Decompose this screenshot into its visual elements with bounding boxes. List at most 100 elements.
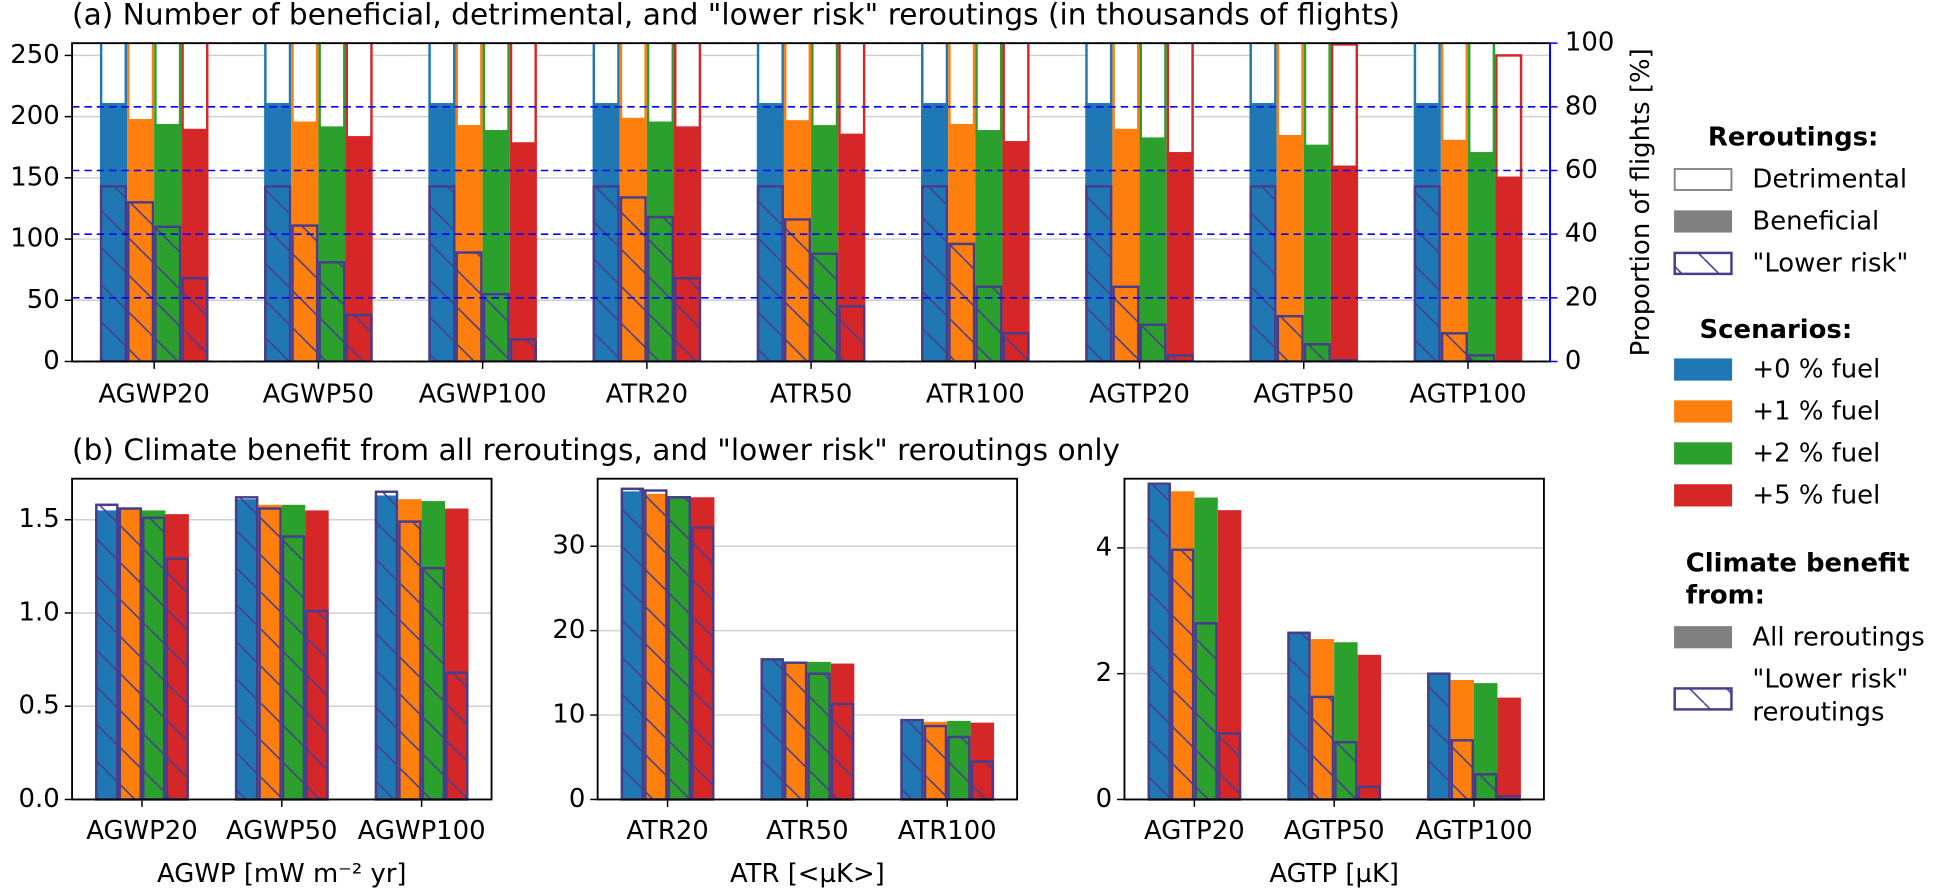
lower-risk-bar	[830, 702, 855, 801]
lower-risk-bar	[95, 503, 119, 801]
legend-patch	[1674, 442, 1733, 465]
legend-label: reroutings	[1752, 698, 1884, 728]
lower-risk-bar	[948, 242, 976, 362]
lower-risk-bar	[667, 496, 691, 801]
y2-tick-label: 80	[1565, 91, 1598, 121]
y-tick-label: 50	[27, 285, 60, 315]
lower-risk-bar	[428, 185, 456, 362]
x-tick-label: AGTP50	[1253, 379, 1354, 409]
beneficial-bar	[1002, 141, 1030, 362]
lower-risk-bar	[1303, 343, 1331, 362]
y-tick-label: 1.5	[19, 504, 60, 534]
lower-risk-bar	[756, 185, 784, 362]
lower-risk-bar	[1276, 314, 1304, 362]
legend-label: Beneficial	[1752, 207, 1879, 237]
x-axis-label: ATR [<µK>]	[730, 859, 885, 889]
y-tick-label: 250	[10, 40, 59, 70]
detrimental-bar	[673, 43, 702, 129]
legend-title: from:	[1686, 580, 1765, 610]
legend-title: Climate benefit	[1686, 548, 1910, 578]
detrimental-bar	[455, 43, 483, 128]
lower-risk-bar	[1147, 482, 1171, 801]
lower-risk-bar	[1287, 631, 1311, 801]
legend-title: Reroutings:	[1708, 123, 1878, 153]
legend-label: +1 % fuel	[1752, 397, 1880, 427]
lower-risk-bar	[318, 261, 346, 362]
lower-risk-bar	[1440, 332, 1468, 362]
benefit-bar	[1497, 697, 1521, 800]
legend-patch	[1674, 358, 1733, 381]
x-tick-label: ATR20	[606, 379, 688, 409]
lower-risk-bar	[811, 252, 839, 362]
lower-risk-bar	[760, 658, 784, 801]
axes-frame	[71, 477, 493, 801]
x-tick-label: AGWP20	[86, 816, 197, 846]
y-tick-label: 10	[552, 700, 585, 730]
y-tick-label: 0	[1096, 784, 1112, 814]
lower-risk-bar	[644, 489, 668, 801]
lower-risk-bar	[258, 507, 282, 801]
legend-patch	[1673, 168, 1733, 191]
detrimental-bar	[1002, 43, 1030, 144]
y-tick-label: 20	[552, 615, 585, 645]
lower-risk-bar	[1194, 622, 1218, 801]
beneficial-bar	[1440, 139, 1468, 362]
x-tick-label: AGWP100	[358, 816, 486, 846]
beneficial-bar	[1330, 165, 1359, 362]
y2-tick-label: 20	[1565, 282, 1598, 312]
detrimental-bar	[1330, 43, 1359, 169]
lower-risk-bar	[646, 215, 674, 362]
beneficial-bar	[1495, 176, 1523, 362]
beneficial-bar	[1303, 144, 1331, 362]
lower-risk-bar	[234, 496, 259, 801]
detrimental-bar	[1467, 43, 1496, 155]
x-axis-label: AGTP [µK]	[1269, 859, 1399, 889]
benefit-bar	[1217, 510, 1242, 800]
lower-risk-bar	[264, 185, 292, 362]
lower-risk-bar	[127, 201, 155, 362]
detrimental-bar	[1276, 43, 1304, 138]
benefit-bar	[1357, 654, 1382, 800]
legend-patch	[1674, 210, 1733, 233]
lower-risk-bar	[807, 672, 831, 801]
lower-risk-bar	[1474, 773, 1498, 801]
legend-label: "Lower risk"	[1752, 249, 1908, 279]
lower-risk-bar	[1310, 695, 1335, 801]
legend-patch	[1674, 626, 1733, 649]
beneficial-bar	[1467, 152, 1496, 362]
detrimental-bar	[482, 43, 510, 133]
lower-risk-bar	[1249, 185, 1277, 362]
lower-risk-bar	[1170, 548, 1195, 801]
x-tick-label: AGTP20	[1089, 379, 1190, 409]
lower-risk-bar	[1085, 185, 1113, 362]
lower-risk-bar	[783, 218, 812, 362]
detrimental-bar	[318, 43, 346, 129]
x-axis-label: AGWP [mW m⁻² yr]	[157, 859, 406, 889]
lower-risk-bar	[118, 507, 142, 801]
legend-patch	[1673, 687, 1733, 711]
legend-patch	[1673, 251, 1733, 276]
lower-risk-bar	[482, 292, 510, 362]
x-tick-label: AGWP100	[419, 379, 547, 409]
legend-title: Scenarios:	[1700, 315, 1853, 345]
lower-risk-bar	[1427, 672, 1451, 801]
x-tick-label: AGWP20	[98, 379, 209, 409]
detrimental-bar	[1413, 43, 1441, 106]
lower-risk-bar	[900, 718, 924, 801]
y2-tick-label: 100	[1565, 28, 1614, 58]
detrimental-bar	[509, 43, 537, 145]
plot-area	[99, 43, 1523, 362]
x-tick-label: ATR50	[770, 379, 852, 409]
axes-frame	[596, 477, 1019, 801]
lower-risk-bar	[921, 185, 949, 362]
lower-risk-bar	[838, 305, 866, 362]
y-tick-label: 0	[569, 784, 585, 814]
lower-risk-bar	[154, 225, 182, 362]
lower-risk-bar	[305, 609, 329, 801]
detrimental-bar	[1166, 43, 1194, 155]
legend-patch	[1674, 484, 1733, 507]
lower-risk-bar	[374, 490, 399, 801]
beneficial-bar	[509, 142, 537, 362]
x-tick-label: ATR100	[898, 816, 997, 846]
legend-label: +5 % fuel	[1752, 480, 1880, 510]
